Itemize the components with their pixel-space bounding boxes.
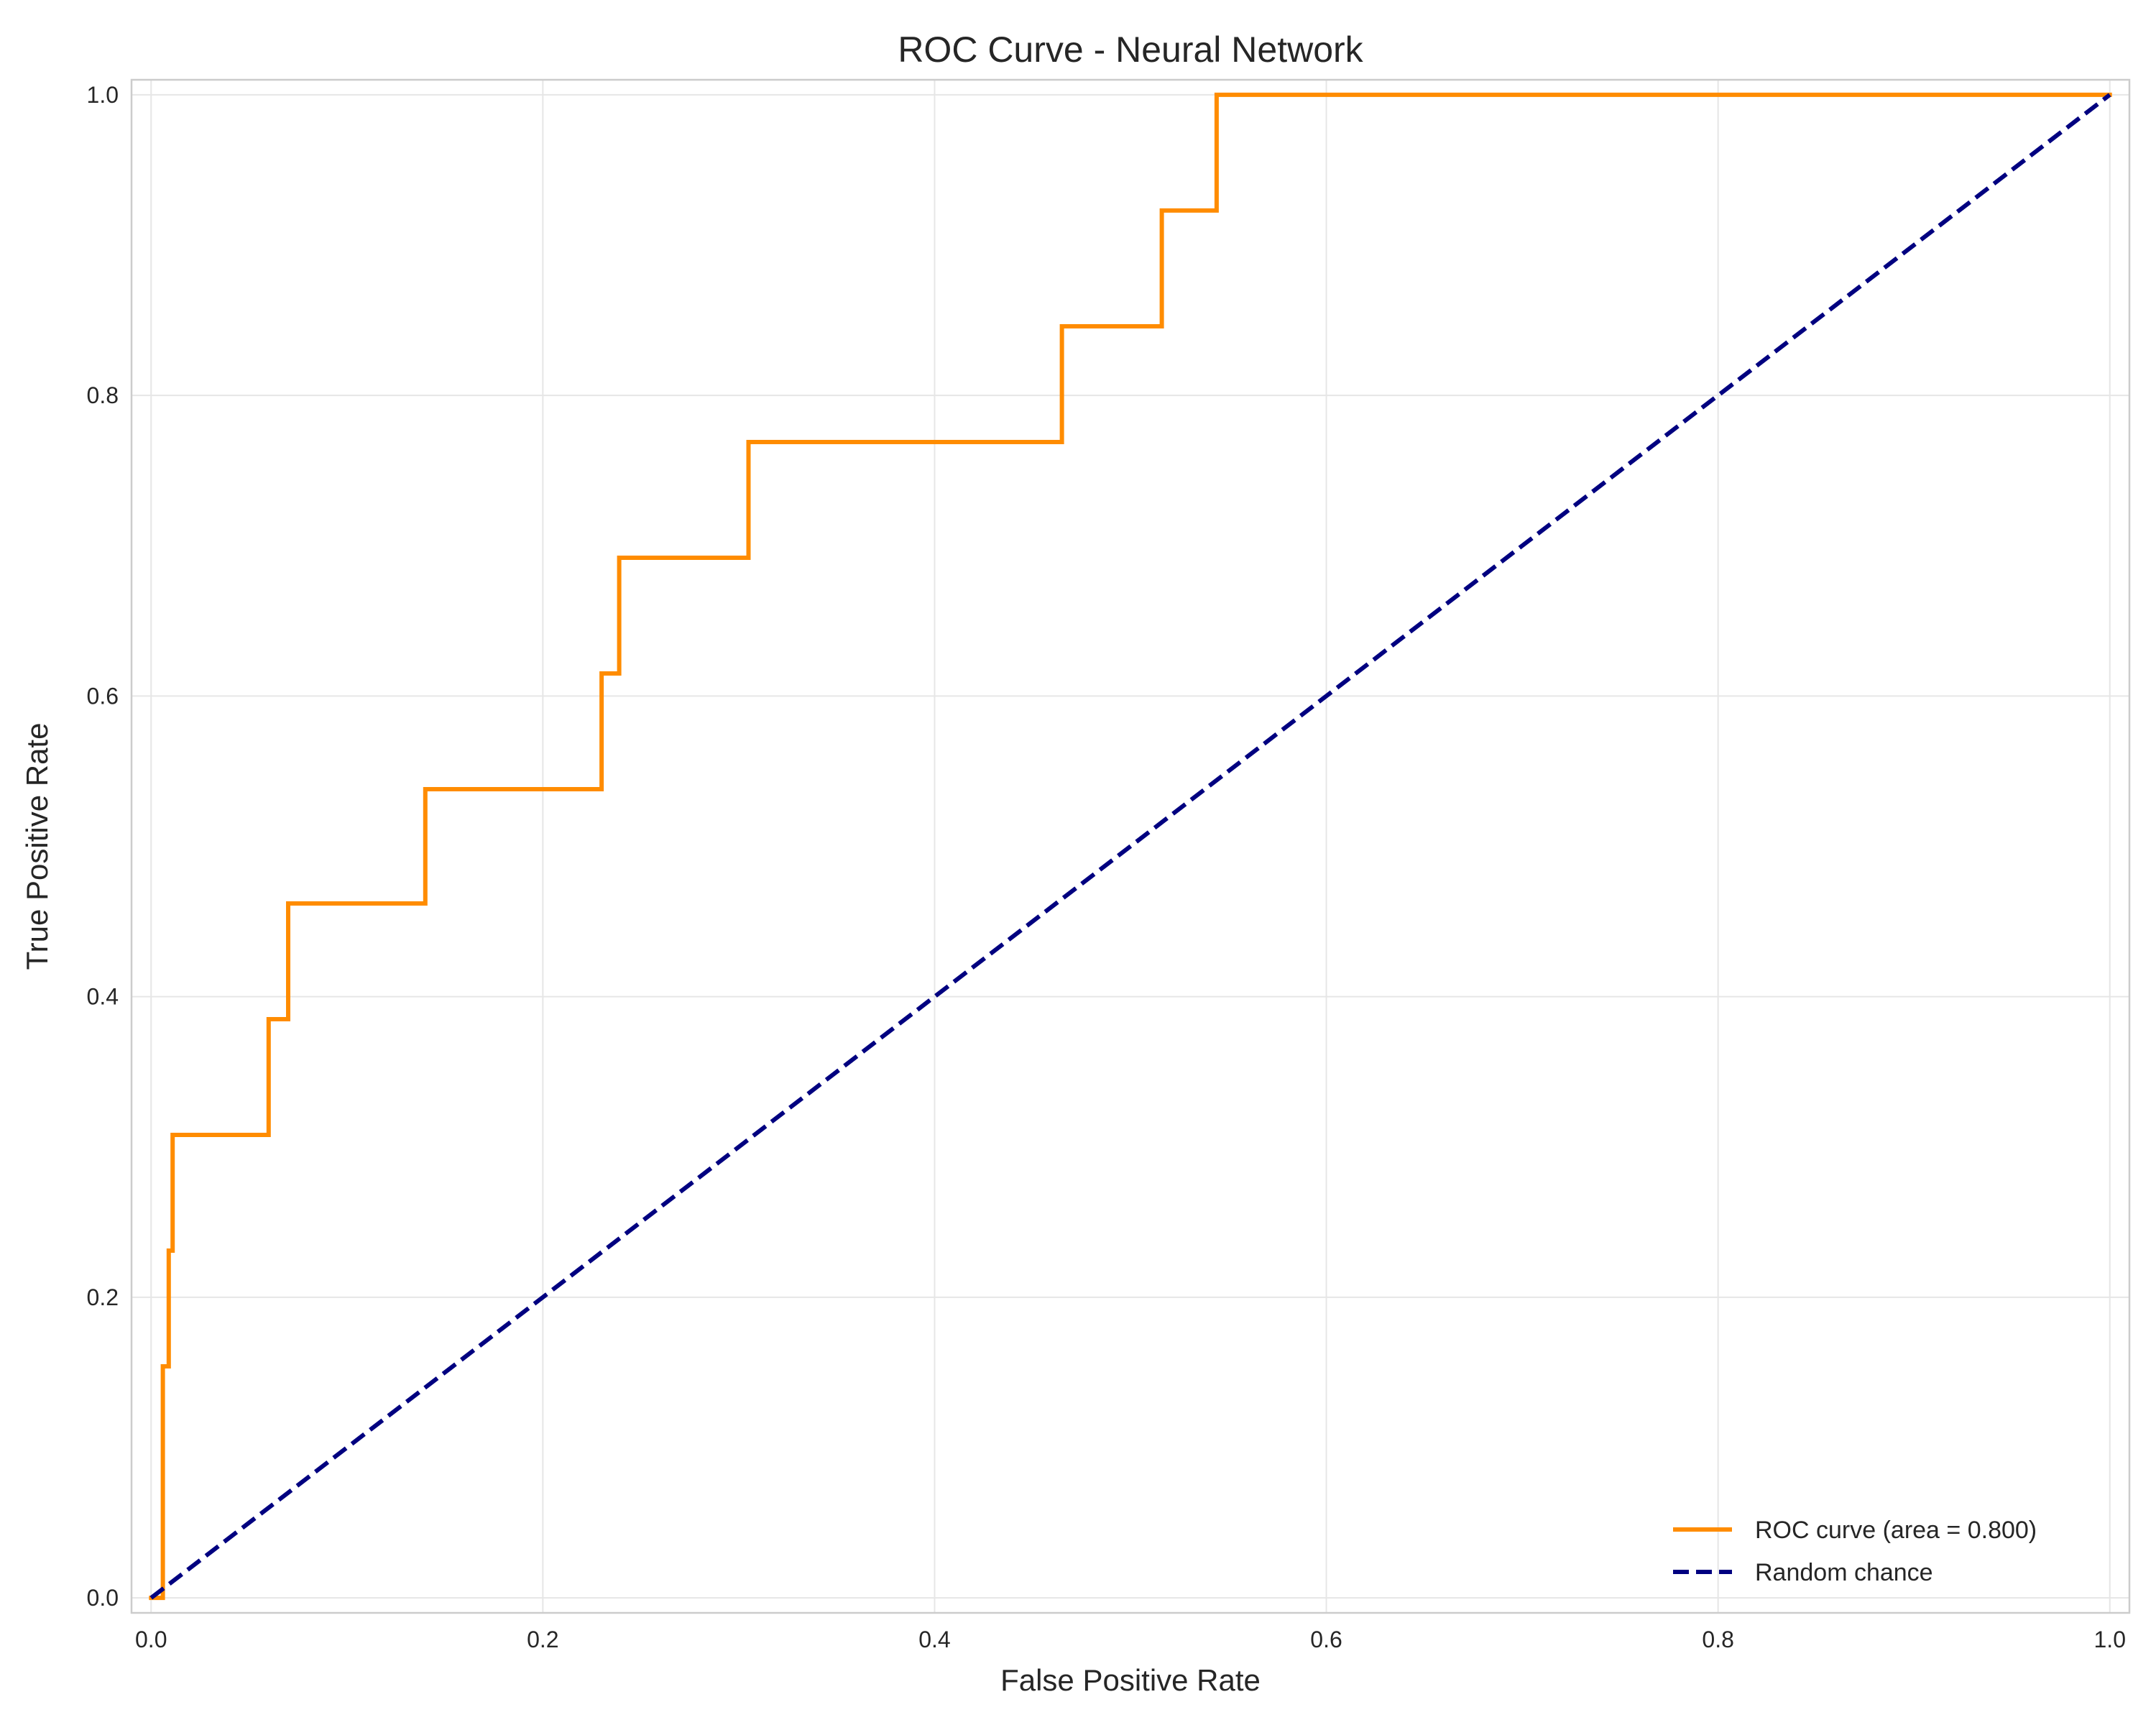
roc-curve-line (149, 92, 2112, 1601)
legend-label-random: Random chance (1755, 1559, 1933, 1586)
x-tick-label: 0.0 (135, 1627, 167, 1652)
chart-title: ROC Curve - Neural Network (898, 29, 1363, 70)
legend-label-roc: ROC curve (area = 0.800) (1755, 1517, 2037, 1544)
plot-frame (130, 78, 2131, 1614)
y-tick-label: 0.2 (87, 1284, 119, 1310)
legend: ROC curve (area = 0.800) Random chance (1673, 1517, 2037, 1586)
x-axis-title: False Positive Rate (1000, 1663, 1261, 1697)
y-tick-label: 0.4 (87, 984, 119, 1010)
x-tick-label: 0.6 (1310, 1627, 1342, 1652)
y-tick-labels: 0.0 0.2 0.4 0.6 0.8 1.0 (87, 82, 119, 1611)
series-layer (149, 92, 2112, 1601)
x-tick-label: 0.8 (1702, 1627, 1733, 1652)
random-chance-line (149, 93, 2111, 1600)
y-axis-title: True Positive Rate (20, 723, 54, 970)
y-tick-label: 0.6 (87, 683, 119, 709)
x-tick-labels: 0.0 0.2 0.4 0.6 0.8 1.0 (135, 1627, 2126, 1652)
x-tick-label: 0.4 (918, 1627, 950, 1652)
x-tick-label: 1.0 (2094, 1627, 2126, 1652)
y-tick-label: 0.8 (87, 382, 119, 408)
grid (132, 80, 2129, 1613)
x-tick-label: 0.2 (527, 1627, 558, 1652)
y-tick-label: 0.0 (87, 1585, 119, 1611)
y-tick-label: 1.0 (87, 82, 119, 108)
